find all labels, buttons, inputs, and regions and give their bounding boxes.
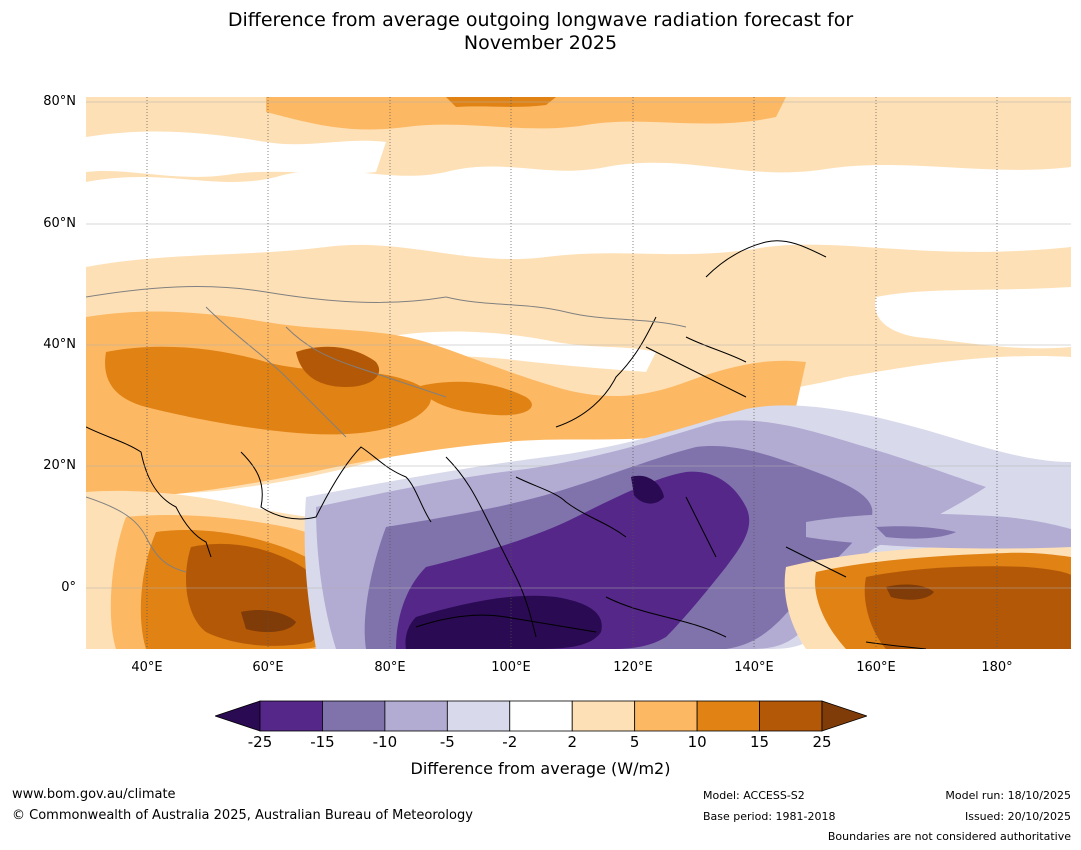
model-name: Model: ACCESS-S2	[703, 789, 805, 802]
lat-tick-80n: 80°N	[43, 94, 76, 109]
pacific-purple-core	[876, 526, 956, 539]
colorbar-max-arrow	[821, 700, 869, 732]
map-title: Difference from average outgoing longwav…	[0, 9, 1081, 55]
colorbar-tick-label: -2	[502, 733, 518, 751]
latitude-gridlines	[86, 101, 1071, 589]
colorbar	[213, 700, 869, 732]
tibet-brown-core	[296, 346, 380, 387]
colorbar-tick-label: 25	[812, 733, 832, 751]
colorbar-tick-label: 10	[687, 733, 707, 751]
maritime-deepest-purple	[405, 595, 602, 649]
central-asia-white-strip	[386, 331, 656, 372]
north-white-gap	[86, 131, 386, 177]
lon-tick-80e: 80°E	[374, 660, 406, 675]
colorbar-title: Difference from average (W/m2)	[410, 759, 671, 778]
lat-tick-60n: 60°N	[43, 216, 76, 231]
colorbar-segment	[634, 700, 698, 732]
olr-anomaly-map	[86, 97, 1071, 649]
colorbar-segment	[509, 700, 573, 732]
lat-tick-0: 0°	[61, 580, 76, 595]
colorbar-segment	[322, 700, 386, 732]
colorbar-segment	[571, 700, 636, 732]
model-run-date: Model run: 18/10/2025	[945, 789, 1071, 802]
colorbar-segment	[384, 700, 448, 732]
colorbar-segment	[696, 700, 760, 732]
lon-tick-180: 180°	[981, 660, 1013, 675]
boundaries-disclaimer: Boundaries are not considered authoritat…	[827, 830, 1071, 843]
colorbar-tick-label: -10	[372, 733, 398, 751]
coastlines	[86, 240, 927, 649]
lon-tick-100e: 100°E	[491, 660, 531, 675]
colorbar-tick-label: -25	[247, 733, 273, 751]
north-orange-strip	[266, 97, 786, 130]
title-line-2: November 2025	[463, 32, 618, 54]
lat-tick-40n: 40°N	[43, 337, 76, 352]
central-asia-dark-orange	[105, 346, 431, 435]
indian-ocean-deepest-core	[241, 610, 296, 633]
lat-tick-20n: 20°N	[43, 458, 76, 473]
colorbar-tick-label: 5	[629, 733, 640, 751]
colorbar-segment	[446, 700, 511, 732]
lon-tick-60e: 60°E	[252, 660, 284, 675]
colorbar-segment	[259, 700, 323, 732]
lon-tick-40e: 40°E	[131, 660, 163, 675]
longitude-gridlines	[146, 97, 998, 649]
colorbar-min-arrow	[213, 700, 261, 732]
colorbar-tick-label: -15	[310, 733, 335, 751]
copyright-text: © Commonwealth of Australia 2025, Austra…	[12, 808, 473, 823]
pacific-brown	[864, 566, 1071, 649]
country-boundaries	[86, 286, 687, 573]
issued-date: Issued: 20/10/2025	[964, 810, 1071, 823]
lon-tick-160e: 160°E	[856, 660, 896, 675]
title-line-1: Difference from average outgoing longwav…	[227, 9, 854, 31]
map-canvas	[86, 97, 1071, 649]
colorbar-tick-label: 2	[567, 733, 577, 751]
colorbar-tick-label: 15	[750, 733, 770, 751]
north-pacific-white	[875, 287, 1071, 349]
colorbar-segment	[759, 700, 823, 732]
colorbar-tick-label: -5	[439, 733, 455, 751]
base-period: Base period: 1981-2018	[703, 810, 836, 823]
china-orange	[416, 381, 532, 416]
website-link[interactable]: www.bom.gov.au/climate	[12, 787, 176, 802]
pacific-deepest-brown	[886, 584, 934, 600]
colorbar-svg	[213, 700, 869, 732]
lon-tick-140e: 140°E	[734, 660, 774, 675]
lon-tick-120e: 120°E	[613, 660, 653, 675]
philippines-deepest-purple	[631, 475, 664, 504]
